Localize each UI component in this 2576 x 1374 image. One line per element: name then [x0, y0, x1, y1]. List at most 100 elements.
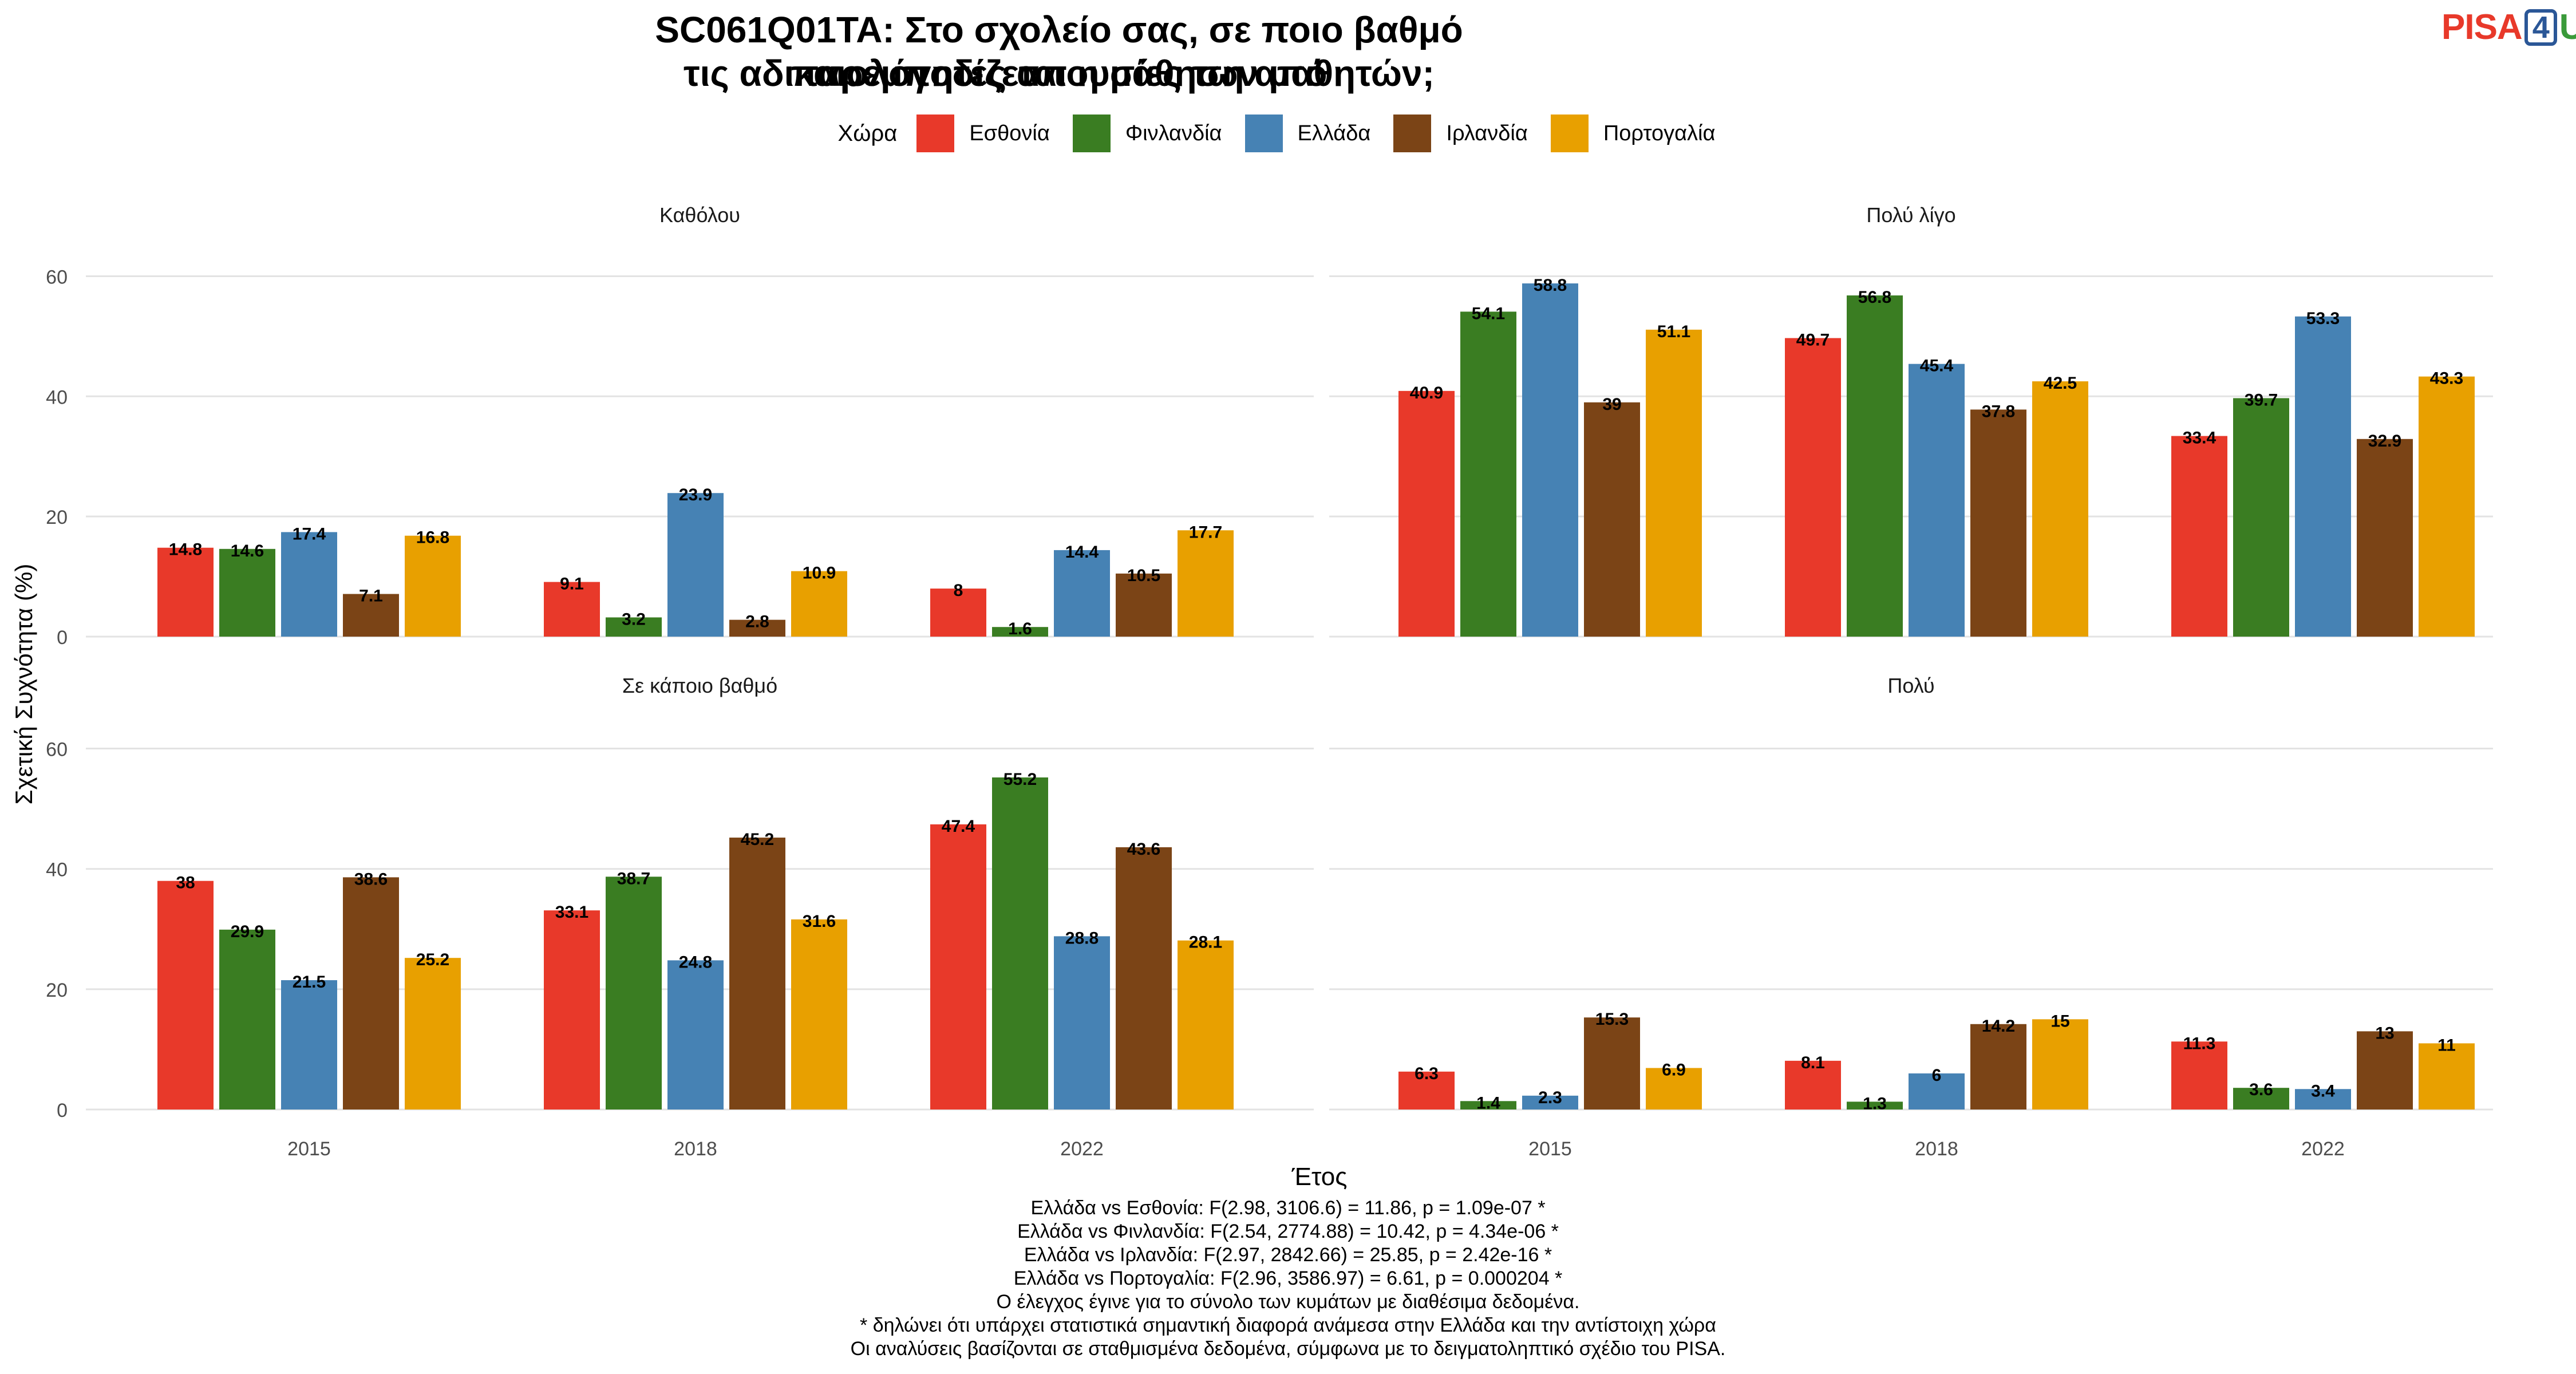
legend-swatch-estonia: [916, 114, 955, 152]
data-label: 2.3: [1538, 1088, 1562, 1107]
y-tick-label: 60: [46, 739, 68, 761]
note-line: * δηλώνει ότι υπάρχει στατιστικά σημαντι…: [860, 1314, 1716, 1336]
pisa4u-logo: PISA 4 U: [2441, 7, 2576, 48]
bar: [1522, 1095, 1578, 1110]
bar: [1398, 390, 1455, 637]
data-label: 1.6: [1008, 619, 1032, 638]
data-label: 40.9: [1410, 384, 1443, 402]
legend-swatch-greece: [1244, 114, 1283, 152]
facet-title: Σε κάποιο βαθμό: [622, 674, 777, 697]
bar: [1116, 573, 1172, 637]
note-line: Ο έλεγχος έγινε για το σύνολο των κυμάτω…: [996, 1291, 1580, 1313]
bar: [1054, 550, 1110, 637]
bar: [992, 777, 1048, 1110]
legend-item-estonia: Εσθονία: [916, 114, 1050, 152]
bar: [1178, 530, 1234, 637]
bar: [2032, 381, 2088, 637]
note-line: Ελλάδα vs Ιρλανδία: F(2.97, 2842.66) = 2…: [1024, 1244, 1552, 1266]
legend-swatch-portugal: [1550, 114, 1589, 152]
data-label: 23.9: [679, 485, 712, 504]
legend-label-estonia: Εσθονία: [969, 121, 1050, 145]
bar: [2295, 316, 2351, 637]
bar: [544, 910, 600, 1110]
note-line: Ελλάδα vs Πορτογαλία: F(2.96, 3586.97) =…: [1013, 1268, 1563, 1289]
bar: [606, 617, 662, 637]
x-tick-label: 2018: [674, 1138, 717, 1160]
data-label: 8.1: [1801, 1053, 1825, 1072]
data-label: 1.4: [1476, 1093, 1500, 1112]
data-label: 14.6: [231, 542, 264, 560]
data-label: 54.1: [1472, 304, 1505, 323]
data-label: 58.8: [1534, 276, 1567, 295]
x-axis-label: Έτος: [1291, 1163, 1348, 1191]
bar: [1054, 936, 1110, 1110]
bar: [1909, 1073, 1965, 1110]
logo-pisa-text: PISA: [2441, 7, 2523, 47]
bar: [1178, 940, 1234, 1110]
data-label: 55.2: [1003, 770, 1037, 789]
data-label: 56.8: [1858, 288, 1891, 307]
bar: [930, 824, 986, 1110]
bar: [2233, 1088, 2289, 1110]
bar: [1785, 1060, 1841, 1110]
x-tick-label: 2015: [287, 1138, 331, 1160]
bar: [992, 627, 1048, 637]
data-label: 10.5: [1127, 566, 1160, 585]
chart-title-line-1: SC061Q01TA: Στο σχολείο σας, σε ποιο βαθ…: [655, 9, 1463, 94]
data-label: 1.3: [1863, 1094, 1887, 1113]
bar: [219, 548, 275, 637]
data-label: 3.2: [622, 610, 646, 629]
data-label: 39: [1602, 395, 1621, 414]
y-axis-label: Σχετική Συχνότητα (%): [10, 564, 37, 805]
data-label: 47.4: [942, 817, 975, 836]
bar: [2357, 439, 2413, 637]
y-tick-label: 0: [57, 1100, 68, 1122]
bar: [1909, 364, 1965, 637]
bar: [930, 589, 986, 637]
legend-swatch-finland: [1072, 114, 1111, 152]
data-label: 3.4: [2311, 1081, 2335, 1100]
data-label: 17.7: [1189, 523, 1222, 542]
bar: [2171, 436, 2227, 637]
bar: [1847, 295, 1903, 637]
data-label: 7.1: [359, 587, 383, 606]
bar: [157, 881, 214, 1110]
facet-title: Καθόλου: [659, 203, 740, 227]
x-tick-label: 2022: [2301, 1138, 2345, 1160]
notes: Ελλάδα vs Εσθονία: F(2.98, 3106.6) = 11.…: [0, 1197, 2576, 1361]
data-label: 6.9: [1662, 1060, 1686, 1079]
data-label: 33.4: [2183, 429, 2217, 448]
data-label: 53.3: [2306, 309, 2340, 328]
logo-four-text: 4: [2524, 9, 2557, 46]
bar: [1785, 338, 1841, 637]
data-label: 8: [954, 581, 963, 600]
bar: [1398, 1071, 1455, 1110]
data-label: 51.1: [1657, 322, 1690, 341]
legend-label-greece: Ελλάδα: [1297, 121, 1371, 145]
data-label: 11.3: [2183, 1034, 2216, 1053]
data-label: 24.8: [679, 953, 712, 972]
bar: [1970, 409, 2026, 637]
bar: [2295, 1089, 2351, 1110]
data-label: 11: [2437, 1036, 2456, 1055]
legend-item-portugal: Πορτογαλία: [1550, 114, 1716, 152]
bar: [729, 838, 785, 1110]
legend-label-portugal: Πορτογαλία: [1603, 121, 1716, 145]
data-label: 14.2: [1982, 1017, 2015, 1036]
bar: [2233, 398, 2289, 637]
bar: [2357, 1031, 2413, 1110]
bar: [1646, 329, 1702, 637]
bar: [281, 532, 337, 637]
legend-label-finland: Φινλανδία: [1125, 121, 1222, 145]
data-label: 21.5: [293, 973, 326, 992]
data-label: 45.2: [741, 830, 774, 849]
bar: [729, 619, 785, 637]
data-label: 15.3: [1595, 1010, 1629, 1029]
data-label: 17.4: [293, 524, 326, 543]
legend-item-ireland: Ιρλανδία: [1393, 114, 1528, 152]
data-label: 38: [176, 874, 195, 893]
data-label: 14.4: [1065, 543, 1099, 562]
bar: [2419, 1043, 2475, 1110]
legend-item-greece: Ελλάδα: [1244, 114, 1371, 152]
bar: [2419, 376, 2475, 637]
